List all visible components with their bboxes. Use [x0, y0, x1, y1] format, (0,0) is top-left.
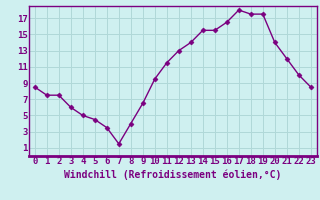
X-axis label: Windchill (Refroidissement éolien,°C): Windchill (Refroidissement éolien,°C) — [64, 169, 282, 180]
